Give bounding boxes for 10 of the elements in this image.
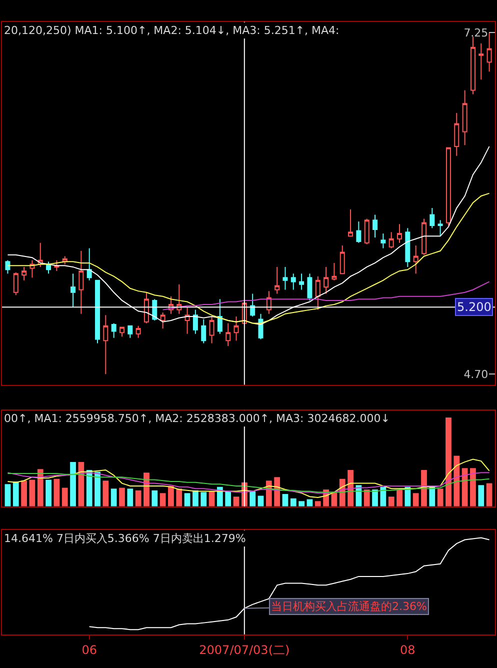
annotation: 20,120,250) MA1: 5.100↑, MA2: 5.104↓, MA3: 5.251↑, MA4: (4, 24, 340, 37)
annotation: 当日机构买入占流通盘的2.36% (271, 600, 427, 613)
y-tick-label: 4.70 (464, 368, 488, 381)
y-tick-label: 7.25 (464, 26, 488, 40)
annotation: 00↑, MA1: 2559958.750↑, MA2: 2528383.000↑, MA3: 3024682.000↓ (4, 412, 390, 425)
annotation: 14.641% 7日内买入5.366% 7日内卖出1.279% (4, 532, 246, 545)
x-tick-label: 08 (400, 642, 416, 657)
x-tick-label: 06 (82, 642, 97, 657)
ref-line-label: 5.200 (457, 300, 492, 314)
x-tick-label: 2007/07/03(二) (199, 642, 290, 657)
